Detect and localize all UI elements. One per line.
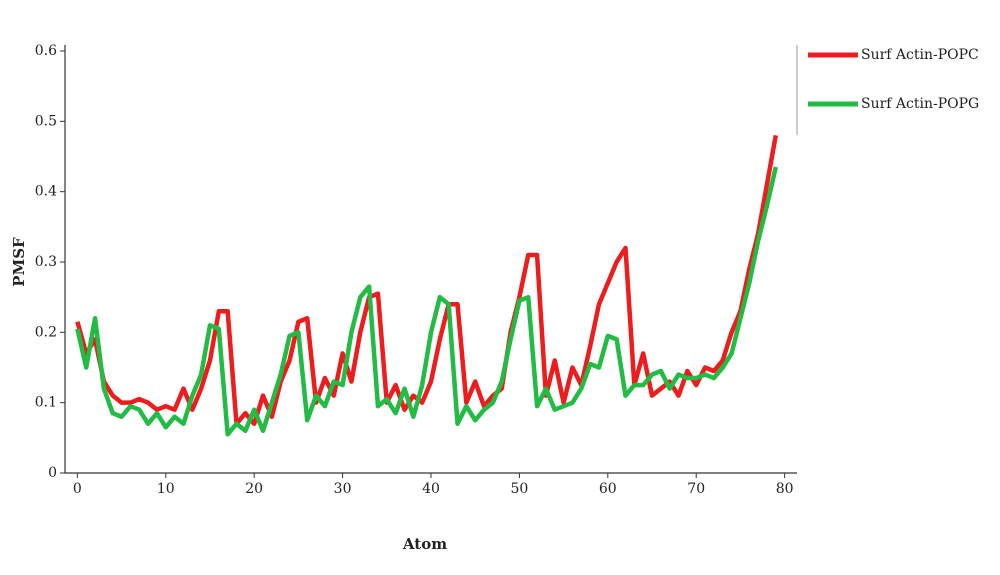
x-tick-label: 40 [422,481,440,497]
line-series [75,166,778,437]
x-tick-label: 30 [334,481,352,497]
legend-label: Surf Actin-POPG [861,96,979,112]
x-tick-label: 0 [73,481,82,497]
y-tick-label: 0.2 [35,324,57,340]
legend-label: Surf Actin-POPC [861,47,979,63]
x-tick-label: 20 [245,481,263,497]
y-tick-label: 0 [48,465,57,481]
y-tick-label: 0.1 [35,395,57,411]
x-tick-label: 10 [157,481,175,497]
x-tick-label: 50 [510,481,528,497]
x-tick-label: 80 [776,481,794,497]
y-tick-label: 0.4 [35,184,57,200]
x-tick-label: 60 [599,481,617,497]
x-axis-title: Atom [402,535,447,553]
x-tick-label: 70 [687,481,705,497]
y-axis-title: PMSF [10,237,28,287]
y-tick-label: 0.5 [35,113,57,129]
y-tick-label: 0.6 [35,43,57,59]
line-series [75,135,778,427]
y-tick-label: 0.3 [35,254,57,270]
